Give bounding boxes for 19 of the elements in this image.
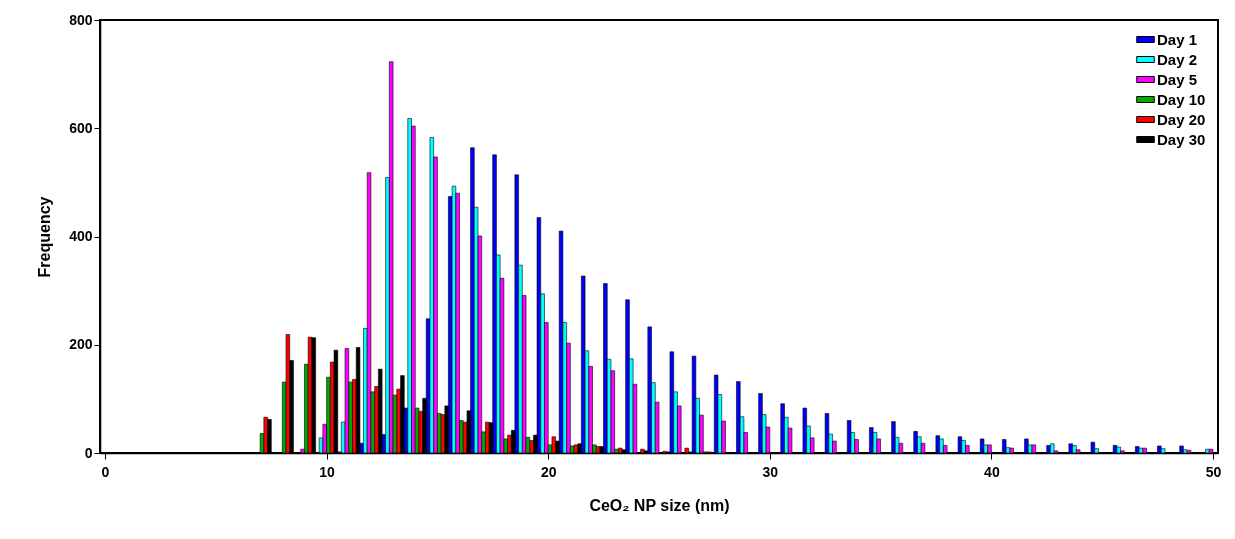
y-axis-title: Frequency xyxy=(36,196,54,278)
legend-label: Day 5 xyxy=(1157,70,1198,88)
legend-label: Day 2 xyxy=(1157,50,1198,68)
x-axis-title: CeO₂ NP size (nm) xyxy=(589,496,730,514)
y-tick-label: 800 xyxy=(69,11,93,28)
x-tick-label: 50 xyxy=(1205,463,1222,480)
y-tick-label: 200 xyxy=(69,336,93,353)
legend-label: Day 30 xyxy=(1157,130,1206,148)
legend-label: Day 20 xyxy=(1157,110,1206,128)
legend-label: Day 10 xyxy=(1157,90,1206,108)
x-tick-label: 40 xyxy=(984,463,1000,480)
x-tick-label: 0 xyxy=(101,463,110,480)
x-tick-label: 30 xyxy=(762,463,779,480)
x-tick-label: 20 xyxy=(540,463,557,480)
legend-label: Day 1 xyxy=(1157,30,1198,48)
y-tick-label: 400 xyxy=(69,228,93,244)
y-tick-label: 600 xyxy=(69,119,93,136)
x-tick-label: 10 xyxy=(319,463,336,480)
y-tick-label: 0 xyxy=(84,444,93,461)
